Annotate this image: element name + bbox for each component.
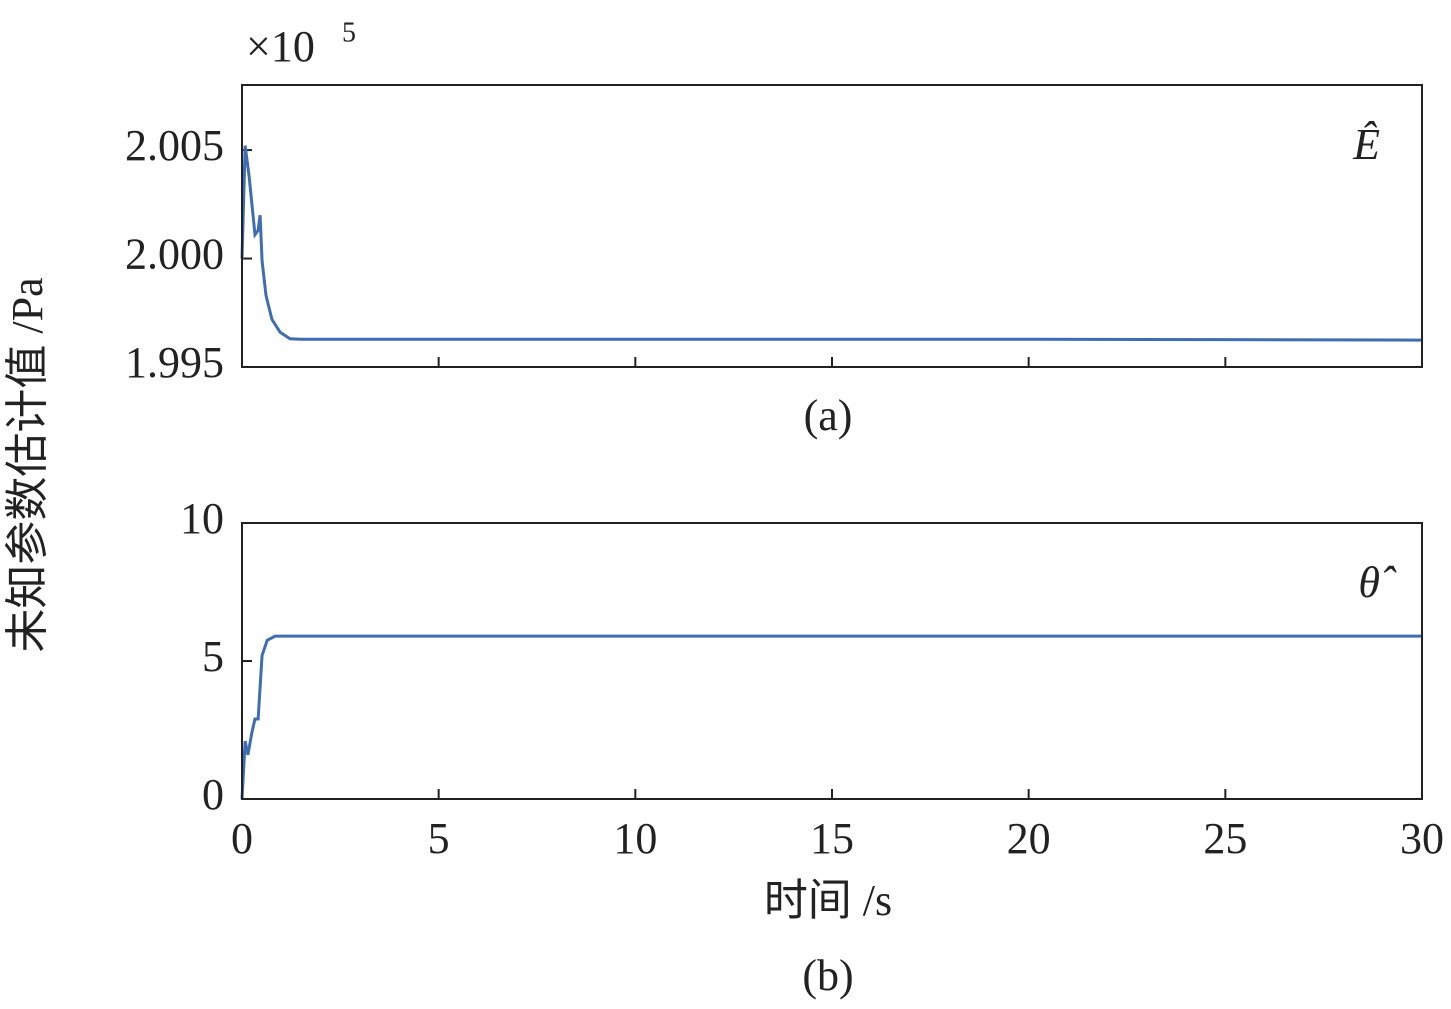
axes-frame [241,522,1423,800]
panel-caption: (a) [804,391,853,440]
offset-exponent: 5 [342,17,356,48]
x-tick-label: 15 [810,814,854,863]
offset-text: ×10 [246,22,315,71]
y-tick-label: 0 [202,770,224,819]
series-annotation: θ̂ [1358,558,1397,607]
data-line [240,634,1422,800]
x-tick-label: 30 [1400,814,1444,863]
x-tick-label: 20 [1007,814,1051,863]
axes-frame [241,84,1423,368]
x-tick-label: 25 [1203,814,1247,863]
data-line [240,145,1423,342]
y-tick-label: 1.995 [125,338,224,387]
y-tick-label: 2.005 [125,121,224,170]
series-annotation: Ê [1352,120,1380,169]
y-tick-label: 10 [180,494,224,543]
x-tick-label: 10 [613,814,657,863]
x-tick-label: 0 [231,814,253,863]
y-tick-label: 5 [202,632,224,681]
x-axis-label: 时间 /s [764,876,892,925]
y-axis-label: 未知参数估计值 /Pa [3,277,52,652]
x-tick-label: 5 [428,814,450,863]
y-tick-label: 2.000 [125,230,224,279]
panel-caption: (b) [802,951,853,1000]
